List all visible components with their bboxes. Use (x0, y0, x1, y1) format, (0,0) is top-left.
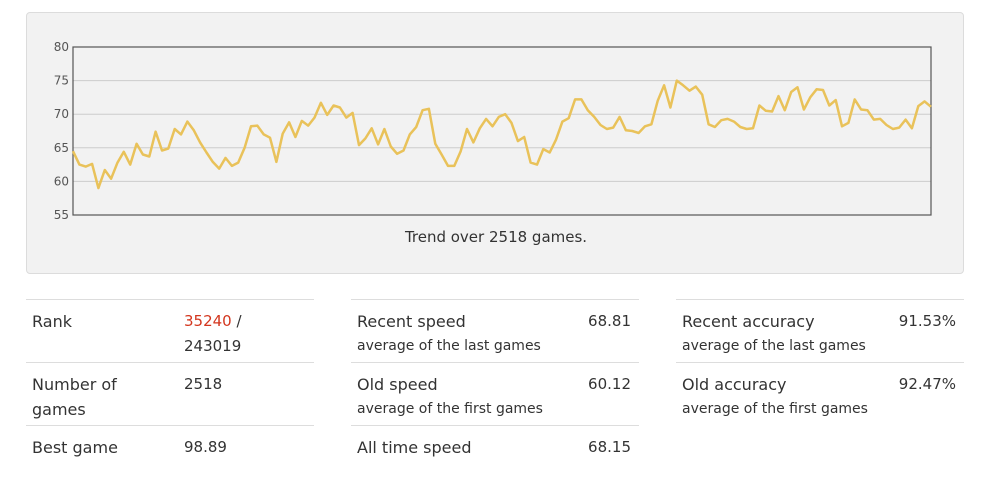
recent-accuracy-title: Recent accuracy (682, 312, 815, 331)
rank-row: Rank 35240 / 243019 (26, 299, 314, 362)
y-tick-label: 55 (54, 208, 69, 222)
chart-grid (73, 46, 931, 216)
y-tick-label: 75 (54, 74, 69, 88)
all-time-speed-row: All time speed 68.15 (351, 425, 639, 465)
recent-accuracy-value: 91.53% (898, 312, 956, 330)
old-accuracy-title: Old accuracy (682, 375, 787, 394)
recent-speed-value: 68.81 (588, 312, 631, 330)
games-count-row: Number of games 2518 (26, 362, 314, 425)
recent-speed-row: Recent speed average of the last games 6… (351, 299, 639, 362)
best-game-row: Best game 98.89 (26, 425, 314, 465)
recent-speed-title: Recent speed (357, 312, 466, 331)
best-game-value: 98.89 (184, 438, 227, 456)
y-axis-ticks: 55 60 65 70 75 80 (54, 40, 69, 222)
old-accuracy-label: Old accuracy average of the first games (682, 372, 882, 422)
y-tick-label: 60 (54, 174, 69, 188)
old-speed-label: Old speed average of the first games (357, 372, 557, 422)
y-tick-label: 80 (54, 40, 69, 54)
chart-caption: Trend over 2518 games. (404, 228, 588, 246)
old-speed-title: Old speed (357, 375, 438, 394)
speed-chart-panel: 55 60 65 70 75 80 Trend over 2518 games. (26, 12, 964, 274)
games-count-value: 2518 (184, 375, 223, 393)
speed-trend-chart: 55 60 65 70 75 80 (54, 40, 932, 222)
rank-stats-column: Rank 35240 / 243019 Number of games 2518… (26, 299, 314, 465)
old-accuracy-subtitle: average of the first games (682, 401, 868, 417)
old-speed-value: 60.12 (588, 375, 631, 393)
accuracy-stats-column: Recent accuracy average of the last game… (676, 299, 964, 425)
old-accuracy-value: 92.47% (898, 375, 956, 393)
rank-total: 243019 (184, 337, 242, 355)
recent-accuracy-row: Recent accuracy average of the last game… (676, 299, 964, 362)
recent-accuracy-label: Recent accuracy average of the last game… (682, 309, 882, 359)
recent-accuracy-subtitle: average of the last games (682, 338, 866, 354)
rank-label: Rank (32, 312, 72, 331)
rank-value: 35240 / 243019 (184, 309, 284, 359)
old-speed-subtitle: average of the first games (357, 401, 543, 417)
y-tick-label: 70 (54, 107, 69, 121)
rank-position[interactable]: 35240 (184, 312, 232, 330)
old-speed-row: Old speed average of the first games 60.… (351, 362, 639, 425)
y-tick-label: 65 (54, 141, 69, 155)
speed-stats-column: Recent speed average of the last games 6… (351, 299, 639, 465)
speed-series-line (71, 79, 932, 190)
best-game-label: Best game (32, 438, 118, 457)
all-time-speed-value: 68.15 (588, 438, 631, 456)
old-accuracy-row: Old accuracy average of the first games … (676, 362, 964, 425)
games-count-label: Number of games (32, 375, 117, 419)
all-time-speed-label: All time speed (357, 438, 472, 457)
recent-speed-subtitle: average of the last games (357, 338, 541, 354)
plot-frame (72, 46, 932, 216)
rank-separator: / (231, 312, 242, 330)
recent-speed-label: Recent speed average of the last games (357, 309, 557, 359)
